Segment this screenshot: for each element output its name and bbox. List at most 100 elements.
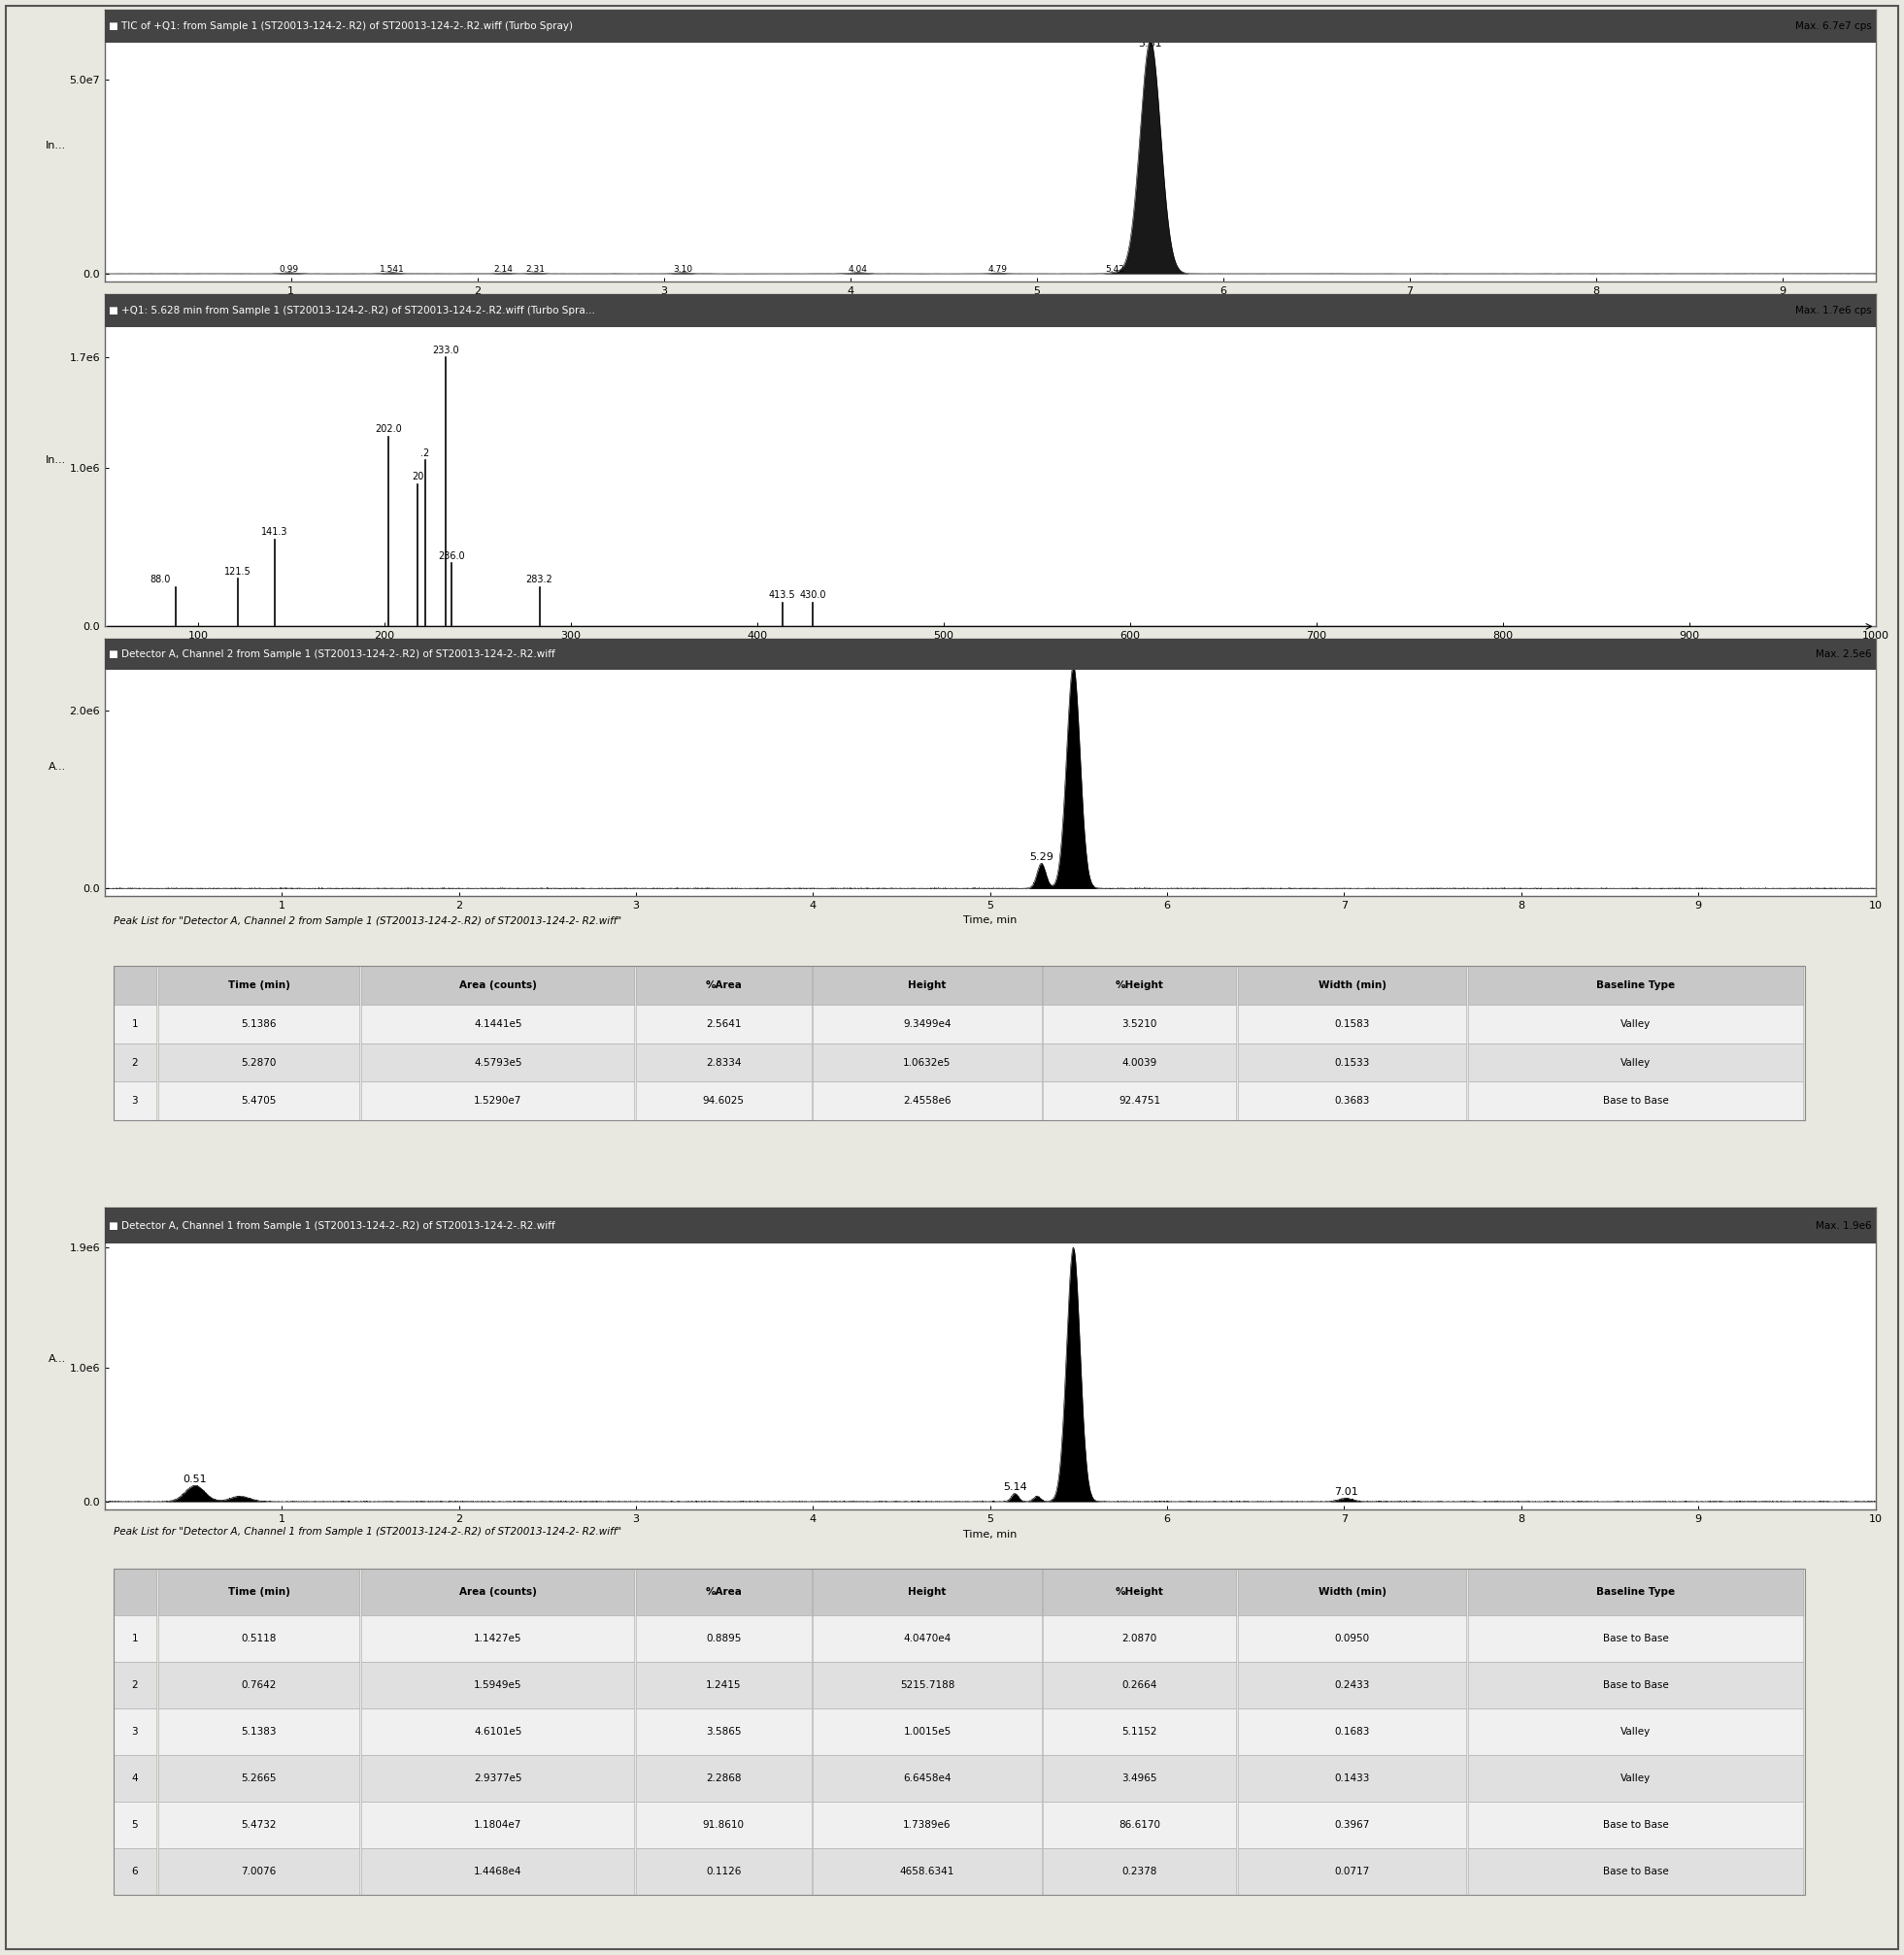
Text: Height: Height (908, 1587, 946, 1597)
Bar (813, 1709, 1041, 1756)
Bar (1043, 1709, 1236, 1756)
Bar (114, 1044, 156, 1081)
Bar (636, 1709, 811, 1756)
Bar (114, 1081, 156, 1120)
Bar (362, 1709, 634, 1756)
Text: Max. 1.9e6: Max. 1.9e6 (1816, 1222, 1872, 1232)
Text: 2.0870: 2.0870 (1121, 1634, 1158, 1644)
Text: 4: 4 (131, 1773, 137, 1783)
Text: 2.9377e5: 2.9377e5 (474, 1773, 522, 1783)
Text: Baseline Type: Baseline Type (1596, 1587, 1676, 1597)
Bar (158, 1568, 360, 1615)
Text: 4.79: 4.79 (988, 264, 1007, 274)
Text: 5.29: 5.29 (1030, 852, 1053, 862)
Text: 2: 2 (131, 1679, 137, 1689)
Text: 6.6458e4: 6.6458e4 (902, 1773, 952, 1783)
Text: 283.2: 283.2 (526, 575, 552, 585)
Text: Valley: Valley (1620, 1773, 1651, 1783)
Text: 2: 2 (131, 1058, 137, 1067)
Text: 0.1583: 0.1583 (1335, 1019, 1369, 1028)
Bar (1468, 1044, 1803, 1081)
Bar (1043, 1756, 1236, 1801)
Bar (114, 1005, 156, 1044)
Text: 5.1386: 5.1386 (242, 1019, 276, 1028)
Text: 2.4558e6: 2.4558e6 (902, 1097, 952, 1107)
Bar (1238, 1662, 1466, 1709)
Bar (362, 1568, 634, 1615)
Bar (362, 1081, 634, 1120)
Bar (114, 966, 1805, 1120)
Bar (158, 966, 360, 1005)
Text: 86.6170: 86.6170 (1120, 1820, 1161, 1830)
Text: 1.1804e7: 1.1804e7 (474, 1820, 522, 1830)
Text: 5.1152: 5.1152 (1121, 1726, 1158, 1736)
Bar (158, 1081, 360, 1120)
Bar (813, 1801, 1041, 1847)
Text: Time (min): Time (min) (228, 1587, 289, 1597)
Bar (362, 1847, 634, 1894)
Bar (1238, 966, 1466, 1005)
Y-axis label: In...: In... (46, 456, 67, 465)
Bar (1468, 1662, 1803, 1709)
Text: 0.2378: 0.2378 (1121, 1867, 1158, 1877)
Text: .2: .2 (421, 448, 430, 457)
Text: Max. 6.7e7 cps: Max. 6.7e7 cps (1795, 22, 1872, 31)
Bar (813, 1081, 1041, 1120)
Bar (1238, 1709, 1466, 1756)
Y-axis label: A...: A... (50, 762, 67, 772)
Text: Base to Base: Base to Base (1603, 1867, 1668, 1877)
Bar (1043, 1081, 1236, 1120)
Bar (1468, 1847, 1803, 1894)
Text: 3.4965: 3.4965 (1121, 1773, 1158, 1783)
Bar (1238, 1801, 1466, 1847)
Bar (158, 1044, 360, 1081)
Bar (1468, 1756, 1803, 1801)
Bar (636, 1756, 811, 1801)
Text: 1.4468e4: 1.4468e4 (474, 1867, 522, 1877)
Text: 5.14: 5.14 (1003, 1482, 1026, 1492)
Text: Valley: Valley (1620, 1019, 1651, 1028)
Text: Peak List for "Detector A, Channel 1 from Sample 1 (ST20013-124-2-.R2) of ST2001: Peak List for "Detector A, Channel 1 fro… (114, 1527, 621, 1537)
Bar (1468, 1709, 1803, 1756)
Bar (362, 1615, 634, 1662)
Text: 2.14: 2.14 (493, 264, 514, 274)
Bar (636, 1847, 811, 1894)
Text: 7.01: 7.01 (1335, 1488, 1358, 1498)
Bar (1468, 1568, 1803, 1615)
Text: 2.2868: 2.2868 (706, 1773, 741, 1783)
Text: 430.0: 430.0 (800, 590, 826, 600)
Text: Base to Base: Base to Base (1603, 1097, 1668, 1107)
Bar (158, 1615, 360, 1662)
Bar (1468, 966, 1803, 1005)
Y-axis label: A...: A... (50, 1355, 67, 1363)
Bar (158, 1662, 360, 1709)
Bar (1468, 1081, 1803, 1120)
Text: 3: 3 (131, 1097, 137, 1107)
Bar (636, 1081, 811, 1120)
Bar (114, 1662, 156, 1709)
Bar (362, 1005, 634, 1044)
Text: Peak List for "Detector A, Channel 2 from Sample 1 (ST20013-124-2-.R2) of ST2001: Peak List for "Detector A, Channel 2 fro… (114, 917, 621, 927)
Text: Base to Base: Base to Base (1603, 1679, 1668, 1689)
Bar (636, 1801, 811, 1847)
Bar (114, 1756, 156, 1801)
Text: 9.3499e4: 9.3499e4 (902, 1019, 952, 1028)
Text: 236.0: 236.0 (438, 551, 465, 561)
Text: 0.0950: 0.0950 (1335, 1634, 1369, 1644)
Bar (1468, 1615, 1803, 1662)
Bar (1043, 1847, 1236, 1894)
Text: 0.1126: 0.1126 (706, 1867, 741, 1877)
Bar (362, 966, 634, 1005)
Text: 3: 3 (131, 1726, 137, 1736)
Bar (1043, 1568, 1236, 1615)
Text: 0.1433: 0.1433 (1335, 1773, 1369, 1783)
Bar (158, 1005, 360, 1044)
Bar (1468, 1801, 1803, 1847)
Bar (636, 1662, 811, 1709)
Bar (114, 1615, 156, 1662)
Text: 413.5: 413.5 (769, 590, 796, 600)
Text: 5.4732: 5.4732 (242, 1820, 276, 1830)
Bar (158, 1801, 360, 1847)
Bar (813, 1615, 1041, 1662)
Text: 7.0076: 7.0076 (242, 1867, 276, 1877)
